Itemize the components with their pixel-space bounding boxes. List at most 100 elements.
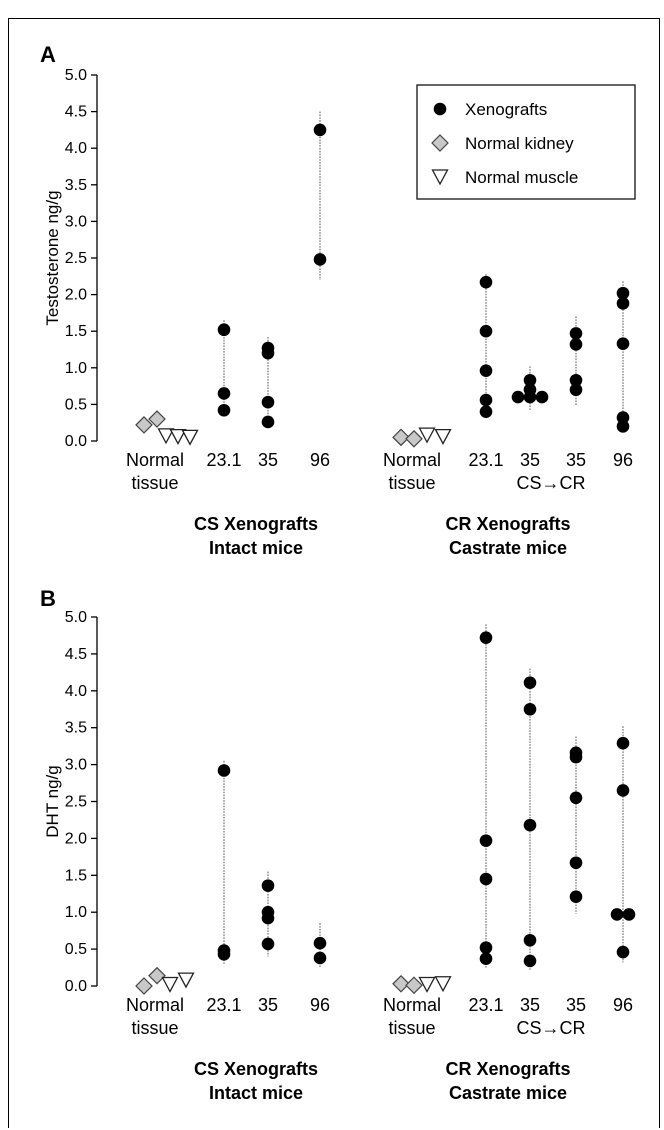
x-category-label: 35 [258,995,278,1015]
group-label: CS Xenografts [194,514,318,534]
xenograft-point [523,954,537,968]
xenograft-point [261,937,275,951]
x-category-label: 96 [310,450,330,470]
group-sublabel: Castrate mice [449,538,567,558]
xenograft-point [479,952,493,965]
xenograft-point [261,346,275,360]
x-category-sublabel: tissue [131,1018,178,1038]
y-tick-label: 4.5 [65,646,87,663]
xenograft-point [217,764,231,777]
panel-letter: A [40,42,56,67]
xenograft-point [616,945,630,959]
xenograft-point [569,373,583,387]
muscle-point [177,972,195,989]
x-category-label: Normal [126,450,184,470]
y-tick-label: 0.5 [65,396,87,413]
xenograft-point [569,791,583,805]
xenograft-point [217,323,231,337]
group-label: CR Xenografts [445,1059,570,1079]
xenograft-point [610,908,624,921]
xenograft-point [261,879,275,892]
x-category-label: 96 [613,995,633,1015]
xenograft-point [479,405,493,419]
kidney-point [148,410,166,428]
legend-box [416,84,636,200]
x-category-sublabel: tissue [131,473,178,493]
x-category-label: 23.1 [468,450,503,470]
xenograft-point [313,936,327,950]
muscle-point [169,428,187,445]
muscle-point [418,976,436,993]
group-label: CR Xenografts [445,514,570,534]
x-category-sublabel: tissue [388,473,435,493]
xenograft-point [569,338,583,351]
x-category-label: 96 [310,995,330,1015]
y-tick-label: 1.5 [65,867,87,884]
kidney-point [405,976,423,995]
xenograft-point [217,387,231,400]
xenograft-point [479,275,493,289]
legend-triangle-marker [431,169,449,186]
x-category-label: 23.1 [206,995,241,1015]
xenograft-point [616,411,630,424]
xenograft-point [616,286,630,300]
group-label: CS Xenografts [194,1059,318,1079]
y-tick-label: 3.5 [65,177,87,194]
muscle-point [434,428,452,445]
y-tick-label: 0.5 [65,941,87,958]
x-category-label: 35 [566,450,586,470]
muscle-point [161,976,179,993]
y-tick-label: 4.5 [65,104,87,121]
xenograft-point [313,253,327,266]
xenograft-point [616,420,630,433]
kidney-point [135,416,153,434]
kidney-point [405,429,423,448]
xenograft-point [569,856,583,870]
x-category-label: 35 [258,450,278,470]
xenograft-point [479,872,493,886]
group-sublabel: Intact mice [209,538,303,558]
x-category-label: 35 [566,995,586,1015]
y-axis-label: Testosterone ng/g [43,190,62,325]
y-tick-label: 1.0 [65,904,87,921]
y-axis-label: DHT ng/g [43,765,62,837]
xenograft-point [261,395,275,409]
legend-entry-label: Normal kidney [465,134,574,153]
xenograft-point [261,911,275,925]
legend-entry-label: Normal muscle [465,168,578,187]
xenograft-point [523,702,537,716]
xenograft-point [523,390,537,404]
x-category-label: 23.1 [206,450,241,470]
xenograft-point [479,941,493,954]
y-tick-label: 2.0 [65,830,87,847]
y-tick-label: 3.5 [65,720,87,737]
xenograft-point [616,784,630,797]
xenograft-point [616,297,630,310]
xenograft-point [479,631,493,644]
x-category-label: Normal [383,450,441,470]
xenograft-point [479,364,493,378]
xenograft-point [616,337,630,350]
kidney-point [148,966,166,985]
xenograft-point [261,415,275,429]
xenograft-point [511,390,525,404]
muscle-point [157,428,175,445]
xenograft-point [217,947,231,961]
y-tick-label: 3.0 [65,213,87,230]
y-tick-label: 3.0 [65,757,87,774]
xenograft-point [523,676,537,689]
y-tick-label: 5.0 [65,67,87,84]
legend-entry-label: Xenografts [465,100,547,119]
x-category-label: 35 [520,450,540,470]
y-tick-label: 5.0 [65,609,87,626]
x-category-sublabel: tissue [388,1018,435,1038]
y-tick-label: 4.0 [65,140,87,157]
legend-circle-marker [433,102,447,116]
y-tick-label: 0.0 [65,433,87,450]
xenograft-point [479,834,493,847]
x-category-label: Normal [126,995,184,1015]
x-category-label: 96 [613,450,633,470]
kidney-point [392,428,410,447]
